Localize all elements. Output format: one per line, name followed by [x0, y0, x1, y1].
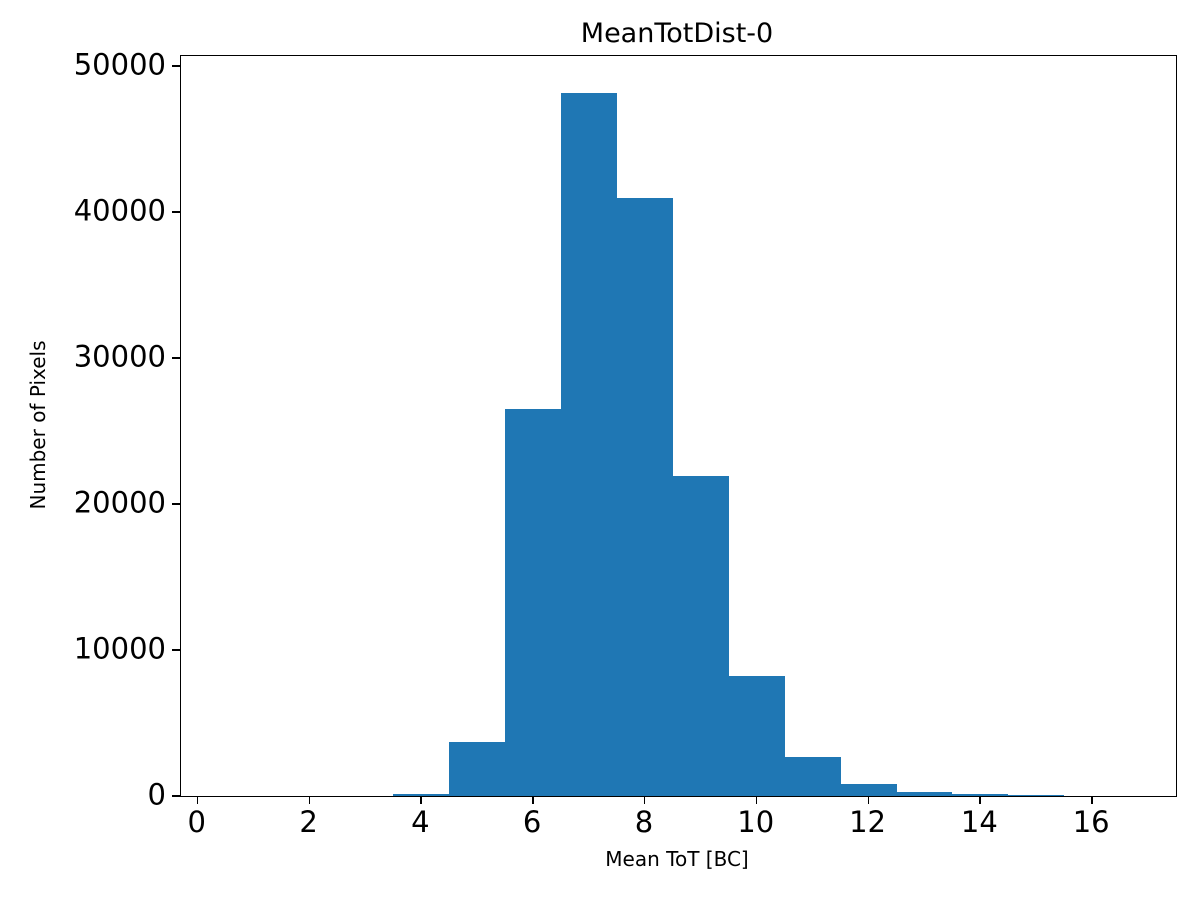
histogram-bar	[617, 197, 673, 796]
x-tick-label: 14	[960, 805, 998, 839]
y-tick-mark	[172, 357, 180, 359]
y-tick-label: 0	[147, 777, 166, 812]
y-tick-mark	[172, 649, 180, 651]
y-tick-label: 20000	[73, 485, 166, 520]
x-tick-mark	[1091, 796, 1093, 804]
x-tick-label: 10	[737, 805, 775, 839]
x-tick-label: 8	[634, 805, 654, 839]
x-tick-label: 6	[522, 805, 542, 839]
y-tick-mark	[172, 211, 180, 213]
histogram-bar	[561, 92, 617, 796]
x-tick-label: 2	[299, 805, 318, 839]
histogram-bar	[728, 676, 785, 796]
histogram-bar	[449, 742, 506, 796]
x-tick-mark	[755, 796, 758, 804]
y-tick-label: 50000	[73, 47, 166, 82]
y-tick-label: 40000	[73, 193, 166, 228]
y-tick-mark	[172, 795, 180, 797]
x-tick-mark	[532, 796, 534, 804]
x-tick-mark	[979, 796, 981, 804]
histogram-bar	[952, 794, 1009, 796]
x-tick-label: 4	[411, 805, 430, 839]
histogram-bar	[393, 793, 450, 796]
x-tick-mark	[643, 796, 646, 804]
x-tick-mark	[867, 796, 870, 804]
x-tick-label: 16	[1072, 805, 1110, 839]
histogram-bar	[672, 476, 729, 796]
histogram-bar	[784, 756, 841, 796]
histogram-bar	[505, 409, 562, 796]
x-tick-mark	[308, 796, 311, 804]
x-tick-mark	[196, 796, 199, 804]
y-tick-mark	[172, 65, 180, 67]
y-tick-mark	[172, 503, 180, 505]
y-tick-label: 30000	[73, 339, 166, 374]
x-axis-label: Mean ToT [BC]	[605, 847, 749, 871]
histogram-bar	[1008, 795, 1065, 796]
x-tick-label: 12	[849, 805, 886, 839]
x-tick-label: 0	[187, 805, 206, 839]
y-tick-label: 10000	[73, 631, 166, 666]
x-tick-mark	[420, 796, 422, 804]
chart-title: MeanTotDist-0	[580, 18, 774, 49]
plot-area	[180, 55, 1177, 797]
histogram-bar	[840, 784, 897, 796]
y-axis-label: Number of Pixels	[26, 340, 50, 510]
histogram-bar	[896, 791, 953, 796]
